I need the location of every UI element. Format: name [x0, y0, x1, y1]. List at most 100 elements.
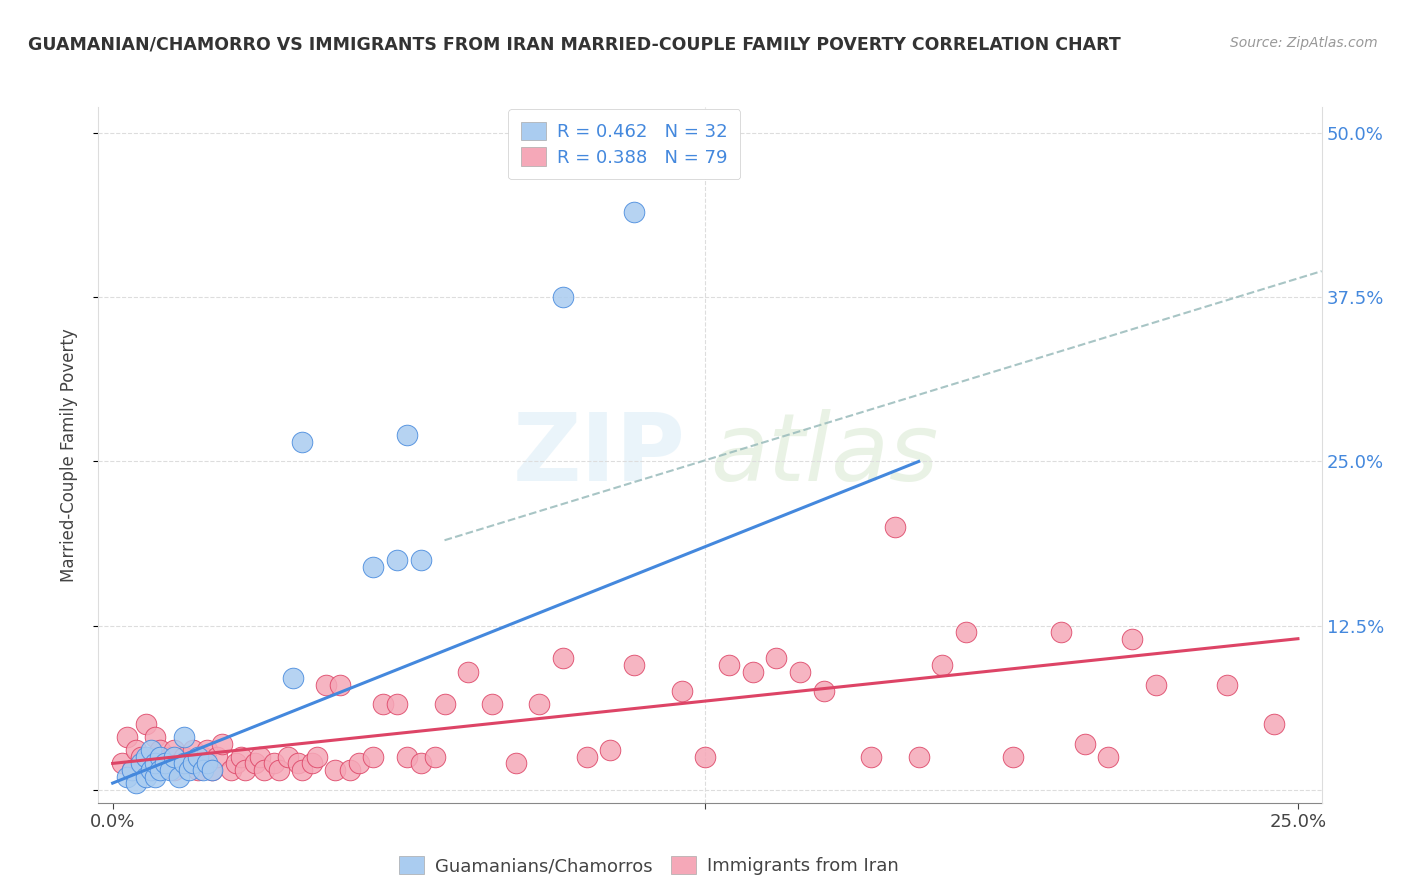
Point	[305, 749, 328, 764]
Point	[860, 749, 883, 764]
Point	[765, 651, 787, 665]
Point	[315, 678, 337, 692]
Point	[129, 749, 152, 764]
Point	[551, 290, 574, 304]
Point	[211, 737, 233, 751]
Point	[163, 743, 186, 757]
Point	[121, 763, 143, 777]
Point	[1144, 678, 1167, 692]
Point	[135, 770, 157, 784]
Point	[1073, 737, 1095, 751]
Point	[1216, 678, 1239, 692]
Point	[884, 520, 907, 534]
Point	[457, 665, 479, 679]
Point	[177, 763, 200, 777]
Point	[167, 756, 190, 771]
Point	[409, 553, 432, 567]
Legend: Guamanians/Chamorros, Immigrants from Iran: Guamanians/Chamorros, Immigrants from Ir…	[389, 847, 908, 884]
Point	[181, 743, 204, 757]
Point	[363, 749, 385, 764]
Text: Source: ZipAtlas.com: Source: ZipAtlas.com	[1230, 36, 1378, 50]
Point	[153, 756, 176, 771]
Point	[253, 763, 276, 777]
Point	[125, 776, 148, 790]
Point	[325, 763, 347, 777]
Text: GUAMANIAN/CHAMORRO VS IMMIGRANTS FROM IRAN MARRIED-COUPLE FAMILY POVERTY CORRELA: GUAMANIAN/CHAMORRO VS IMMIGRANTS FROM IR…	[28, 36, 1121, 54]
Point	[205, 749, 228, 764]
Point	[143, 730, 166, 744]
Text: ZIP: ZIP	[513, 409, 686, 501]
Point	[287, 756, 309, 771]
Point	[371, 698, 394, 712]
Point	[149, 763, 172, 777]
Point	[159, 763, 181, 777]
Point	[163, 763, 186, 777]
Point	[717, 657, 740, 672]
Y-axis label: Married-Couple Family Poverty: Married-Couple Family Poverty	[59, 328, 77, 582]
Point	[197, 756, 219, 771]
Point	[281, 671, 304, 685]
Point	[135, 749, 157, 764]
Point	[229, 749, 252, 764]
Point	[409, 756, 432, 771]
Point	[1050, 625, 1073, 640]
Point	[149, 749, 172, 764]
Point	[301, 756, 323, 771]
Point	[575, 749, 598, 764]
Point	[277, 749, 299, 764]
Point	[505, 756, 527, 771]
Point	[173, 749, 195, 764]
Point	[235, 763, 257, 777]
Point	[111, 756, 134, 771]
Point	[385, 553, 408, 567]
Point	[139, 763, 162, 777]
Point	[347, 756, 370, 771]
Point	[623, 657, 645, 672]
Point	[291, 434, 314, 449]
Point	[813, 684, 835, 698]
Point	[139, 763, 162, 777]
Point	[181, 756, 204, 771]
Point	[143, 756, 166, 771]
Point	[695, 749, 717, 764]
Point	[1121, 632, 1143, 646]
Point	[143, 749, 166, 764]
Point	[153, 756, 176, 771]
Point	[363, 559, 385, 574]
Point	[789, 665, 811, 679]
Point	[135, 756, 157, 771]
Point	[423, 749, 446, 764]
Point	[173, 730, 195, 744]
Point	[329, 678, 352, 692]
Point	[551, 651, 574, 665]
Point	[599, 743, 621, 757]
Point	[135, 717, 157, 731]
Point	[623, 205, 645, 219]
Point	[191, 763, 214, 777]
Point	[115, 730, 138, 744]
Point	[1263, 717, 1285, 731]
Point	[163, 749, 186, 764]
Point	[907, 749, 929, 764]
Text: atlas: atlas	[710, 409, 938, 500]
Point	[339, 763, 361, 777]
Point	[225, 756, 247, 771]
Point	[177, 756, 200, 771]
Point	[1002, 749, 1025, 764]
Point	[125, 743, 148, 757]
Point	[187, 763, 209, 777]
Point	[191, 749, 214, 764]
Point	[249, 749, 271, 764]
Point	[955, 625, 977, 640]
Point	[173, 756, 195, 771]
Point	[291, 763, 314, 777]
Point	[1097, 749, 1119, 764]
Point	[267, 763, 290, 777]
Point	[395, 749, 418, 764]
Point	[149, 743, 172, 757]
Point	[395, 428, 418, 442]
Point	[263, 756, 285, 771]
Point	[931, 657, 953, 672]
Point	[197, 743, 219, 757]
Point	[433, 698, 456, 712]
